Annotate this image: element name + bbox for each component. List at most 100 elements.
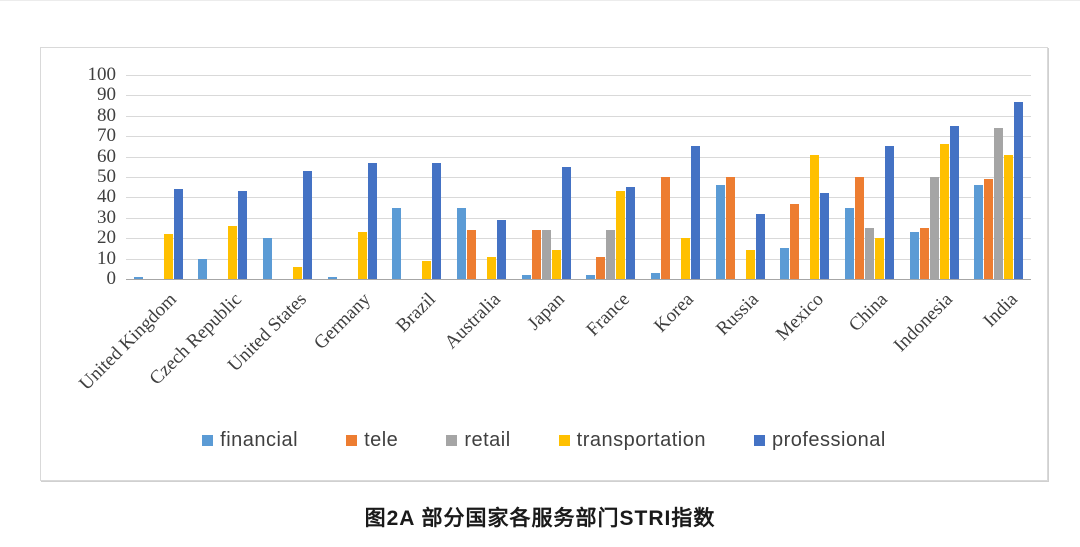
bar-group-russia xyxy=(708,75,773,279)
bar-group-japan xyxy=(514,75,579,279)
legend-label: retail xyxy=(464,429,511,451)
x-axis-label: Russia xyxy=(712,289,763,340)
bar-group-australia xyxy=(449,75,514,279)
gridline xyxy=(126,136,1031,138)
bar-group-czech-republic xyxy=(191,75,256,279)
bar-group-france xyxy=(579,75,644,279)
bar-financial xyxy=(974,185,984,279)
bar-financial xyxy=(392,207,402,279)
bar-group-korea xyxy=(643,75,708,279)
bar-professional xyxy=(626,187,636,279)
bar-professional xyxy=(690,146,700,279)
y-axis-tick-label: 0 xyxy=(106,268,117,289)
bar-financial xyxy=(457,207,467,279)
x-axis-label: United Kingdom xyxy=(75,289,182,395)
bar-professional xyxy=(884,146,894,279)
bar-professional xyxy=(238,191,248,279)
bar-transportation xyxy=(551,250,561,279)
bar-financial xyxy=(650,272,660,279)
x-axis-label: China xyxy=(845,289,893,336)
chart-panel: 0 10 20 30 40 50 60 70 80 90 100 United Kingdom Cze… xyxy=(40,47,1048,481)
bar-transportation xyxy=(810,154,820,279)
y-axis-tick-label: 20 xyxy=(97,227,116,249)
bar-group-indonesia xyxy=(902,75,967,279)
plot-area xyxy=(126,75,1031,280)
bar-tele xyxy=(467,230,477,279)
x-axis-label: Japan xyxy=(523,289,570,335)
legend-label: tele xyxy=(364,429,399,451)
bar-tele xyxy=(790,203,800,279)
x-axis-label: Czech Republic xyxy=(145,289,246,390)
legend-item-transportation: transportation xyxy=(558,429,706,452)
bar-financial xyxy=(133,276,143,279)
x-axis-label: United States xyxy=(223,289,311,376)
bar-tele xyxy=(531,230,541,279)
bar-transportation xyxy=(357,232,367,279)
bar-retail xyxy=(864,228,874,279)
bar-professional xyxy=(432,162,442,279)
bar-transportation xyxy=(422,260,432,279)
bar-group-germany xyxy=(320,75,385,279)
bar-financial xyxy=(844,207,854,279)
bar-group-brazil xyxy=(385,75,450,279)
bar-transportation xyxy=(745,250,755,279)
y-axis-tick-label: 90 xyxy=(97,84,116,106)
legend-item-tele: tele xyxy=(346,429,398,452)
gridline xyxy=(126,75,1031,76)
gridline xyxy=(126,156,1031,158)
bar-group-united-states xyxy=(255,75,320,279)
bar-retail xyxy=(541,230,551,279)
bar-tele xyxy=(919,228,929,279)
gridline xyxy=(126,197,1031,199)
bar-professional xyxy=(1014,101,1024,279)
legend-item-financial: financial xyxy=(202,429,298,452)
gridline xyxy=(126,217,1031,219)
gridline xyxy=(126,177,1031,178)
y-axis-tick-label: 80 xyxy=(97,104,116,126)
x-axis-label: Germany xyxy=(310,289,376,354)
gridline xyxy=(126,258,1031,260)
bar-transportation xyxy=(616,191,626,279)
bar-transportation xyxy=(680,238,690,279)
bar-transportation xyxy=(293,266,303,279)
bar-financial xyxy=(586,274,596,279)
legend-label: transportation xyxy=(576,429,706,451)
bar-financial xyxy=(521,274,531,279)
legend-item-retail: retail xyxy=(446,429,510,452)
x-axis-line xyxy=(126,279,1031,280)
x-axis-label: Brazil xyxy=(392,289,440,337)
legend-swatch-icon xyxy=(346,435,358,446)
legend: financial tele retail transportation profess… xyxy=(41,429,1047,452)
bar-professional xyxy=(303,170,313,279)
bar-group-mexico xyxy=(772,75,837,279)
y-axis-tick-label: 40 xyxy=(97,186,116,208)
y-axis-tick-label: 100 xyxy=(87,64,117,85)
bar-financial xyxy=(198,258,208,279)
gridline xyxy=(126,238,1031,240)
bar-professional xyxy=(755,213,765,279)
bar-retail xyxy=(994,128,1004,279)
bar-professional xyxy=(367,162,377,279)
bar-professional xyxy=(820,193,830,279)
bar-group-china xyxy=(837,75,902,279)
y-axis-tick-label: 50 xyxy=(97,166,116,187)
bar-professional xyxy=(497,219,507,279)
bar-financial xyxy=(715,185,725,279)
bar-group-india xyxy=(966,75,1031,279)
bar-tele xyxy=(660,177,670,279)
bar-transportation xyxy=(874,238,884,279)
legend-swatch-icon xyxy=(202,435,214,446)
bar-professional xyxy=(949,126,959,279)
y-axis-tick-label: 60 xyxy=(97,145,116,167)
gridline xyxy=(126,95,1031,97)
legend-label: professional xyxy=(771,429,886,451)
bar-transportation xyxy=(163,234,173,279)
x-axis-label: India xyxy=(979,289,1022,332)
x-axis-label: Korea xyxy=(650,289,699,337)
gridline xyxy=(126,115,1031,117)
bar-professional xyxy=(561,166,571,279)
bar-tele xyxy=(725,177,735,279)
legend-swatch-icon xyxy=(753,435,765,446)
x-axis-label: Mexico xyxy=(771,289,828,345)
